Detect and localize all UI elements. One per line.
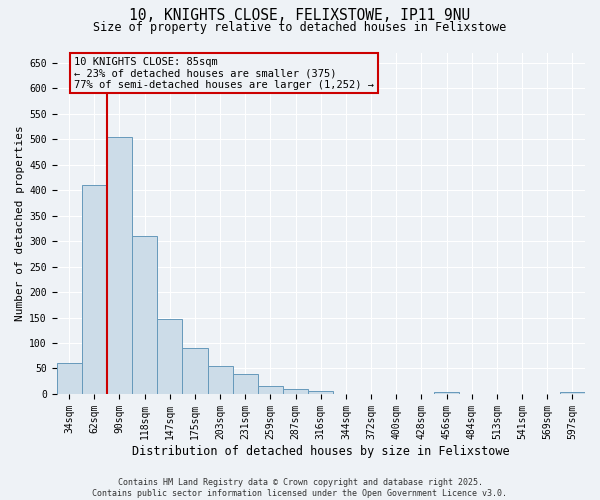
Text: Size of property relative to detached houses in Felixstowe: Size of property relative to detached ho… bbox=[94, 21, 506, 34]
Text: 10, KNIGHTS CLOSE, FELIXSTOWE, IP11 9NU: 10, KNIGHTS CLOSE, FELIXSTOWE, IP11 9NU bbox=[130, 8, 470, 22]
Text: Contains HM Land Registry data © Crown copyright and database right 2025.
Contai: Contains HM Land Registry data © Crown c… bbox=[92, 478, 508, 498]
Bar bbox=[107, 136, 132, 394]
Bar bbox=[182, 348, 208, 394]
Bar bbox=[434, 392, 459, 394]
Bar bbox=[258, 386, 283, 394]
Text: 10 KNIGHTS CLOSE: 85sqm
← 23% of detached houses are smaller (375)
77% of semi-d: 10 KNIGHTS CLOSE: 85sqm ← 23% of detache… bbox=[74, 56, 374, 90]
Bar bbox=[233, 374, 258, 394]
Bar bbox=[56, 364, 82, 394]
Bar bbox=[308, 392, 334, 394]
Bar bbox=[82, 185, 107, 394]
Y-axis label: Number of detached properties: Number of detached properties bbox=[15, 126, 25, 321]
Bar bbox=[560, 392, 585, 394]
Bar bbox=[132, 236, 157, 394]
Bar bbox=[283, 389, 308, 394]
Bar bbox=[208, 366, 233, 394]
X-axis label: Distribution of detached houses by size in Felixstowe: Distribution of detached houses by size … bbox=[132, 444, 509, 458]
Bar bbox=[157, 319, 182, 394]
